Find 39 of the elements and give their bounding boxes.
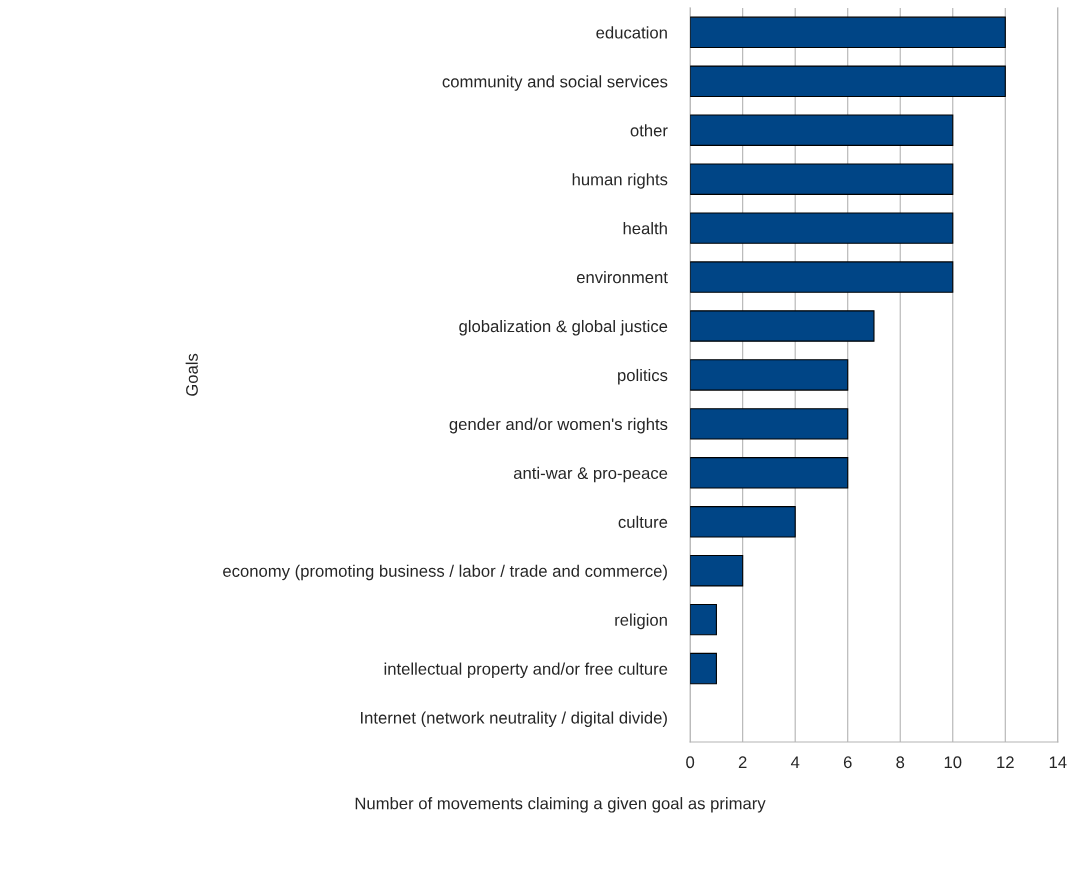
x-axis-title: Number of movements claiming a given goal as primary (355, 797, 766, 813)
y-tick-label: gender and/or women's rights (449, 417, 668, 434)
x-tick-label: 12 (997, 756, 1014, 768)
bar (690, 261, 954, 293)
bar (690, 603, 717, 636)
y-tick-label: education (596, 26, 667, 39)
y-tick-label: environment (576, 271, 668, 284)
y-tick-label: economy (promoting business / labor / trade and commerce) (223, 564, 667, 581)
y-axis-title: Goals (185, 353, 198, 396)
x-tick-label: 6 (843, 756, 852, 769)
bar (690, 359, 849, 391)
y-tick-label: other (630, 124, 668, 137)
x-tick-label: 2 (738, 756, 747, 768)
y-tick-label: Internet (network neutrality / digital divide) (361, 711, 667, 728)
bar (690, 65, 1006, 98)
y-tick-label: community and social services (442, 75, 668, 91)
x-tick-label: 10 (944, 756, 962, 769)
y-tick-label: globalization & global justice (459, 319, 668, 336)
bar (690, 554, 744, 587)
bar (690, 163, 954, 195)
bar (690, 408, 849, 440)
bar (690, 506, 796, 538)
bar (690, 457, 849, 489)
x-tick-label: 4 (790, 756, 800, 768)
x-tick-label: 14 (1049, 756, 1067, 768)
y-tick-label: health (623, 222, 667, 235)
bar (690, 16, 1006, 49)
y-tick-label: intellectual property and/or free culture (384, 662, 668, 679)
y-tick-label: anti-war & pro-peace (513, 466, 668, 483)
y-tick-label: culture (618, 515, 668, 528)
y-tick-label: religion (615, 613, 667, 630)
bar (690, 652, 717, 685)
x-tick-label: 0 (686, 756, 695, 769)
y-tick-label: human rights (572, 173, 668, 189)
y-tick-label: politics (618, 368, 668, 385)
bar (690, 212, 954, 244)
bar (690, 114, 954, 146)
bar (690, 310, 875, 342)
x-tick-label: 8 (896, 756, 905, 769)
